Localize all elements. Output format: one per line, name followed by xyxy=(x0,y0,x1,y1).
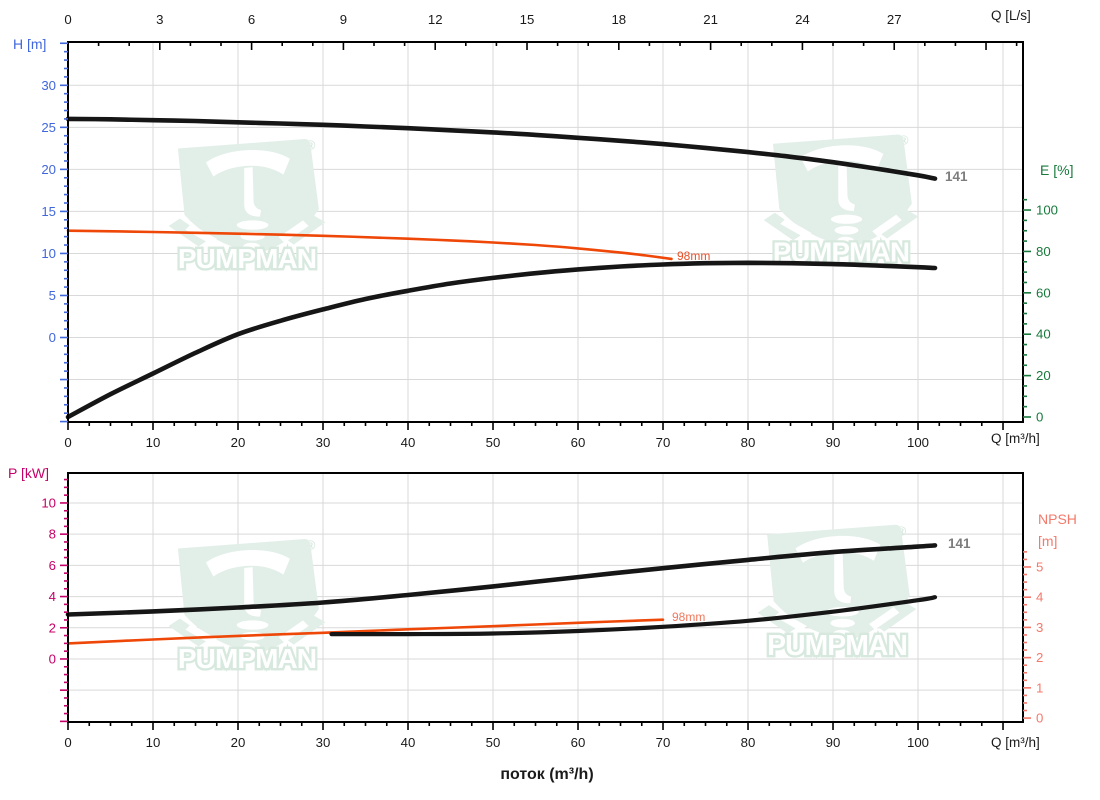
svg-text:20: 20 xyxy=(231,735,246,750)
watermarks xyxy=(169,133,919,674)
curve-label-141-head: 141 xyxy=(945,169,968,184)
svg-text:3: 3 xyxy=(156,12,163,27)
svg-text:20: 20 xyxy=(41,162,56,177)
svg-text:40: 40 xyxy=(401,735,416,750)
svg-text:30: 30 xyxy=(316,735,331,750)
svg-text:21: 21 xyxy=(703,12,718,27)
p-axis-title: P [kW] xyxy=(8,465,49,481)
svg-text:80: 80 xyxy=(1036,244,1051,259)
svg-text:70: 70 xyxy=(656,735,671,750)
svg-text:0: 0 xyxy=(1036,711,1043,726)
npsh-axis-unit: [m] xyxy=(1038,533,1058,549)
svg-text:80: 80 xyxy=(741,435,756,450)
svg-text:6: 6 xyxy=(49,558,56,573)
svg-text:3: 3 xyxy=(1036,620,1043,635)
svg-text:90: 90 xyxy=(826,435,841,450)
q-ls-axis-title: Q [L/s] xyxy=(991,8,1031,23)
svg-text:20: 20 xyxy=(1036,368,1051,383)
svg-text:9: 9 xyxy=(340,12,347,27)
svg-text:4: 4 xyxy=(49,589,56,604)
svg-text:60: 60 xyxy=(571,735,586,750)
svg-text:60: 60 xyxy=(1036,285,1051,300)
svg-text:10: 10 xyxy=(41,246,56,261)
series-trimmed-impeller-head-curve xyxy=(66,229,673,261)
svg-text:90: 90 xyxy=(826,735,841,750)
svg-text:10: 10 xyxy=(146,435,161,450)
series-npsh-curve xyxy=(329,595,938,637)
svg-text:50: 50 xyxy=(486,435,501,450)
series-efficiency-curve xyxy=(65,260,938,420)
svg-text:0: 0 xyxy=(49,651,56,666)
svg-text:25: 25 xyxy=(41,120,56,135)
svg-text:30: 30 xyxy=(316,435,331,450)
npsh-axis-title: NPSH xyxy=(1038,511,1077,527)
svg-text:0: 0 xyxy=(64,735,71,750)
q-m3h-axis-title-bottom: Q [m³/h] xyxy=(991,735,1040,750)
svg-text:12: 12 xyxy=(428,12,443,27)
svg-text:10: 10 xyxy=(146,735,161,750)
curve-label-141-power: 141 xyxy=(948,536,971,551)
svg-text:20: 20 xyxy=(231,435,246,450)
svg-text:15: 15 xyxy=(520,12,535,27)
svg-text:80: 80 xyxy=(741,735,756,750)
svg-text:4: 4 xyxy=(1036,590,1043,605)
svg-text:6: 6 xyxy=(248,12,255,27)
chart-gridlines xyxy=(68,42,1023,722)
pumpman-watermark-logo xyxy=(758,523,917,662)
svg-text:8: 8 xyxy=(49,527,56,542)
svg-text:5: 5 xyxy=(1036,559,1043,574)
svg-text:27: 27 xyxy=(887,12,902,27)
chart-series-power-npsh-chart xyxy=(65,543,938,645)
svg-text:60: 60 xyxy=(571,435,586,450)
svg-text:15: 15 xyxy=(41,204,56,219)
svg-text:0: 0 xyxy=(49,330,56,345)
e-axis-title: E [%] xyxy=(1040,162,1074,178)
svg-text:0: 0 xyxy=(64,435,71,450)
series-trimmed-impeller-power-curve xyxy=(66,618,665,645)
svg-text:100: 100 xyxy=(1036,203,1058,218)
svg-text:100: 100 xyxy=(907,435,929,450)
svg-text:0: 0 xyxy=(1036,409,1043,424)
svg-text:10: 10 xyxy=(41,495,56,510)
q-m3h-axis-title-top: Q [m³/h] xyxy=(991,431,1040,446)
svg-text:2: 2 xyxy=(1036,650,1043,665)
svg-text:18: 18 xyxy=(611,12,626,27)
chart-series-head-efficiency-chart xyxy=(65,116,938,420)
svg-text:70: 70 xyxy=(656,435,671,450)
h-axis-title: H [m] xyxy=(13,36,47,52)
pumpman-watermark-logo xyxy=(764,133,919,268)
svg-text:2: 2 xyxy=(49,620,56,635)
svg-text:30: 30 xyxy=(41,78,56,93)
svg-text:5: 5 xyxy=(49,288,56,303)
series-head-curve xyxy=(65,116,938,181)
flow-x-axis-label: поток (m³/h) xyxy=(500,766,594,783)
svg-text:1: 1 xyxy=(1036,680,1043,695)
pumpman-watermark-logo xyxy=(169,137,326,274)
svg-text:24: 24 xyxy=(795,12,810,27)
curve-label-98mm-head: 98mm xyxy=(677,249,711,263)
svg-text:40: 40 xyxy=(1036,327,1051,342)
curve-label-98mm-power: 98mm xyxy=(672,610,706,624)
svg-text:0: 0 xyxy=(64,12,71,27)
svg-text:100: 100 xyxy=(907,735,929,750)
svg-text:50: 50 xyxy=(486,735,501,750)
svg-text:40: 40 xyxy=(401,435,416,450)
series-power-curve xyxy=(65,543,938,617)
